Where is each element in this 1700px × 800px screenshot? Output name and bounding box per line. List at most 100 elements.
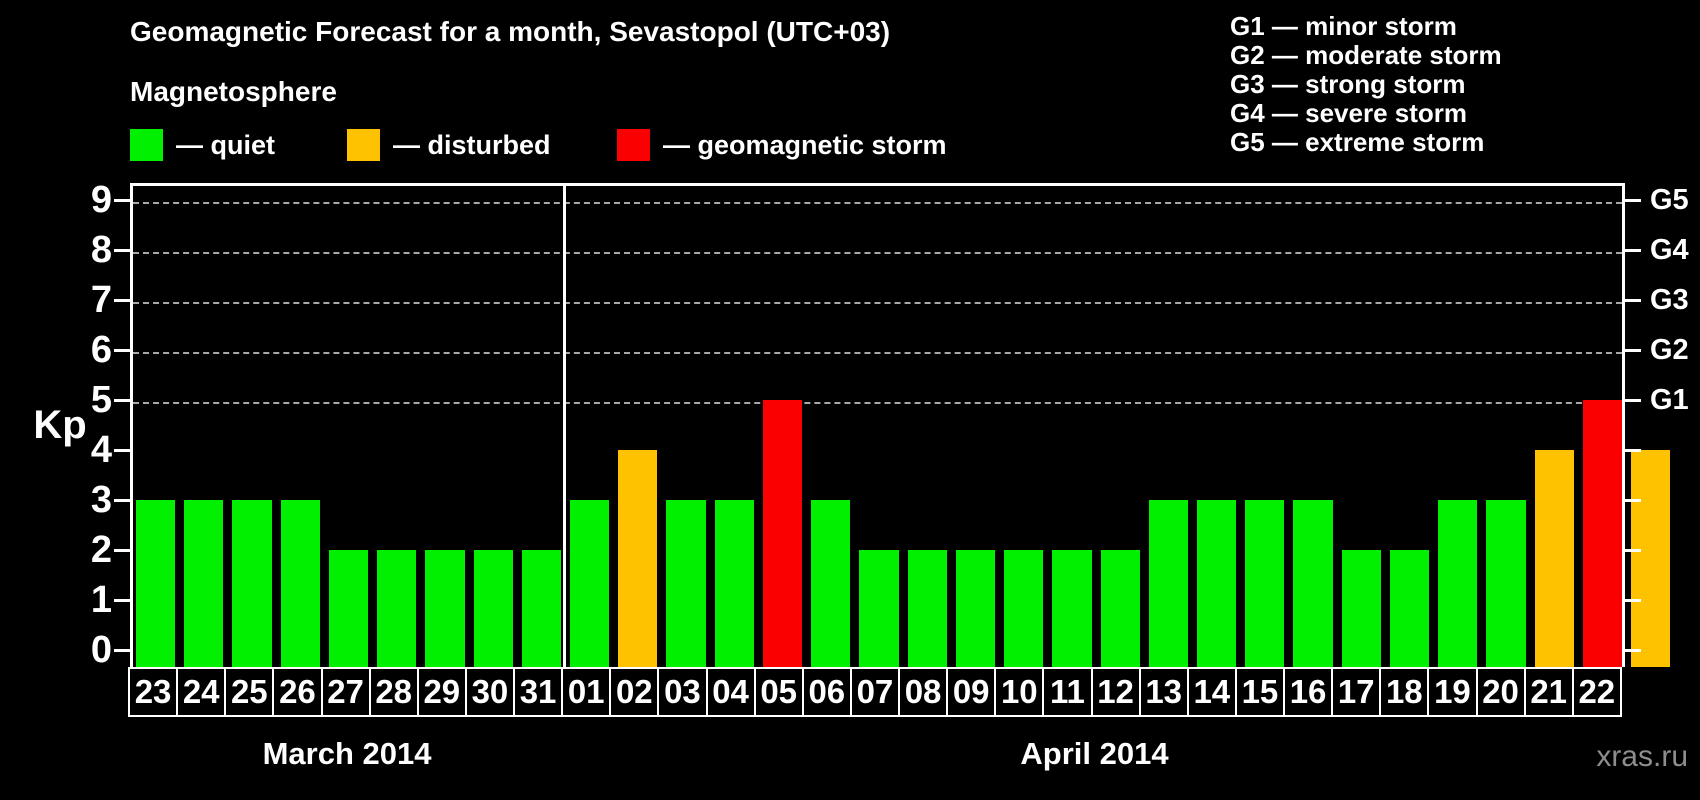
right-label-G2: G2 — [1650, 334, 1689, 366]
kp-bar-04 — [714, 500, 754, 667]
legend-label-storm: — geomagnetic storm — [663, 130, 947, 160]
kp-bar-17 — [1341, 550, 1381, 667]
chart-title: Geomagnetic Forecast for a month, Sevast… — [130, 16, 891, 47]
legend-item-storm: — geomagnetic storm — [617, 128, 947, 162]
date-cell-20: 20 — [1477, 667, 1526, 717]
kp-bar-22 — [1582, 400, 1622, 667]
date-cell-18: 18 — [1381, 667, 1430, 717]
right-tick-1 — [1625, 599, 1641, 602]
y-tick-1 — [114, 599, 130, 602]
legend-swatch-storm-icon — [617, 129, 650, 161]
kp-bar-12 — [1100, 550, 1140, 667]
date-cell-25: 25 — [226, 667, 275, 717]
right-label-G4: G4 — [1650, 234, 1689, 266]
storm-scale-line-3: G3 — strong storm — [1230, 69, 1466, 99]
kp-bar-13 — [1148, 500, 1188, 667]
date-axis: 23 24 25 26 27 28 29 30 31 01 02 03 04 05 06 07 08 09 10 11… — [128, 667, 1622, 717]
kp-bar-16 — [1293, 500, 1333, 667]
date-cell-19: 19 — [1429, 667, 1478, 717]
kp-bar-29 — [425, 550, 465, 667]
kp-bar-31 — [521, 550, 562, 667]
y-tick-label-5: 5 — [90, 379, 112, 421]
y-tick-label-0: 0 — [90, 629, 112, 671]
kp-bar-18 — [1389, 550, 1430, 667]
date-cell-15: 15 — [1236, 667, 1285, 717]
y-tick-label-1: 1 — [90, 579, 112, 621]
date-cell-02: 02 — [611, 667, 660, 717]
kp-bar-11 — [1052, 550, 1092, 667]
kp-bar-01 — [570, 500, 610, 667]
y-tick-5 — [114, 399, 130, 402]
date-cell-10: 10 — [996, 667, 1045, 717]
date-cell-11: 11 — [1044, 667, 1093, 717]
legend-label-disturbed: — disturbed — [393, 130, 551, 160]
y-tick-label-9: 9 — [90, 179, 112, 221]
kp-bar-14 — [1196, 500, 1237, 667]
date-cell-07: 07 — [851, 667, 900, 717]
y-tick-3 — [114, 499, 130, 502]
storm-scale-line-4: G4 — severe storm — [1230, 98, 1468, 128]
gridline-kp5 — [133, 402, 1622, 404]
legend-item-quiet: — quiet — [130, 128, 275, 162]
gridline-kp6 — [133, 352, 1622, 354]
date-cell-26: 26 — [274, 667, 323, 717]
month-label-march: March 2014 — [262, 736, 432, 771]
right-tick-9 — [1625, 199, 1641, 202]
y-tick-7 — [114, 299, 130, 302]
y-axis-label: Kp — [33, 403, 87, 447]
storm-scale-legend: G1 — minor storm G2 — moderate storm G3 — … — [1230, 12, 1502, 157]
kp-bar-20 — [1486, 500, 1526, 667]
kp-bar-undefined — [1631, 450, 1671, 667]
date-cell-28: 28 — [370, 667, 419, 717]
kp-bar-10 — [1004, 550, 1044, 667]
date-cell-09: 09 — [948, 667, 997, 717]
y-tick-label-2: 2 — [90, 529, 112, 571]
y-tick-label-8: 8 — [90, 229, 112, 271]
date-cell-24: 24 — [178, 667, 227, 717]
kp-bar-08 — [907, 550, 947, 667]
kp-bar-23 — [136, 500, 176, 667]
kp-bar-19 — [1438, 500, 1478, 667]
date-cell-21: 21 — [1525, 667, 1574, 717]
date-cell-27: 27 — [322, 667, 371, 717]
storm-scale-line-1: G1 — minor storm — [1230, 11, 1457, 41]
kp-bar-21 — [1534, 450, 1574, 667]
date-cell-05: 05 — [755, 667, 804, 717]
gridline-kp8 — [133, 252, 1622, 254]
right-tick-8 — [1625, 249, 1641, 252]
storm-scale-line-5: G5 — extreme storm — [1230, 127, 1485, 157]
legend-label-quiet: — quiet — [176, 130, 275, 160]
kp-bar-25 — [232, 500, 272, 667]
kp-bar-02 — [618, 450, 658, 667]
gridline-kp9 — [133, 202, 1622, 204]
kp-bar-07 — [859, 550, 899, 667]
y-tick-8 — [114, 249, 130, 252]
legend-item-disturbed: — disturbed — [347, 128, 551, 162]
right-tick-7 — [1625, 299, 1641, 302]
watermark: xras.ru — [1596, 740, 1688, 773]
date-cell-04: 04 — [707, 667, 756, 717]
right-label-G3: G3 — [1650, 284, 1689, 316]
kp-bar-03 — [666, 500, 706, 667]
date-cell-16: 16 — [1285, 667, 1334, 717]
date-cell-17: 17 — [1333, 667, 1382, 717]
date-cell-12: 12 — [1092, 667, 1141, 717]
month-label-april: April 2014 — [1020, 736, 1169, 771]
right-label-G5: G5 — [1650, 184, 1689, 216]
date-cell-01: 01 — [563, 667, 612, 717]
y-tick-2 — [114, 549, 130, 552]
kp-bar-27 — [328, 550, 369, 667]
right-tick-3 — [1625, 499, 1641, 502]
magnetosphere-legend-heading: Magnetosphere — [130, 76, 337, 107]
kp-bar-24 — [184, 500, 224, 667]
gridline-kp7 — [133, 302, 1622, 304]
storm-scale-line-2: G2 — moderate storm — [1230, 40, 1502, 70]
legend-swatch-quiet-icon — [130, 129, 163, 161]
date-cell-08: 08 — [900, 667, 949, 717]
y-tick-label-6: 6 — [90, 329, 112, 371]
date-cell-06: 06 — [803, 667, 852, 717]
y-tick-label-7: 7 — [90, 279, 112, 321]
kp-bar-26 — [280, 500, 320, 667]
date-cell-30: 30 — [466, 667, 515, 717]
